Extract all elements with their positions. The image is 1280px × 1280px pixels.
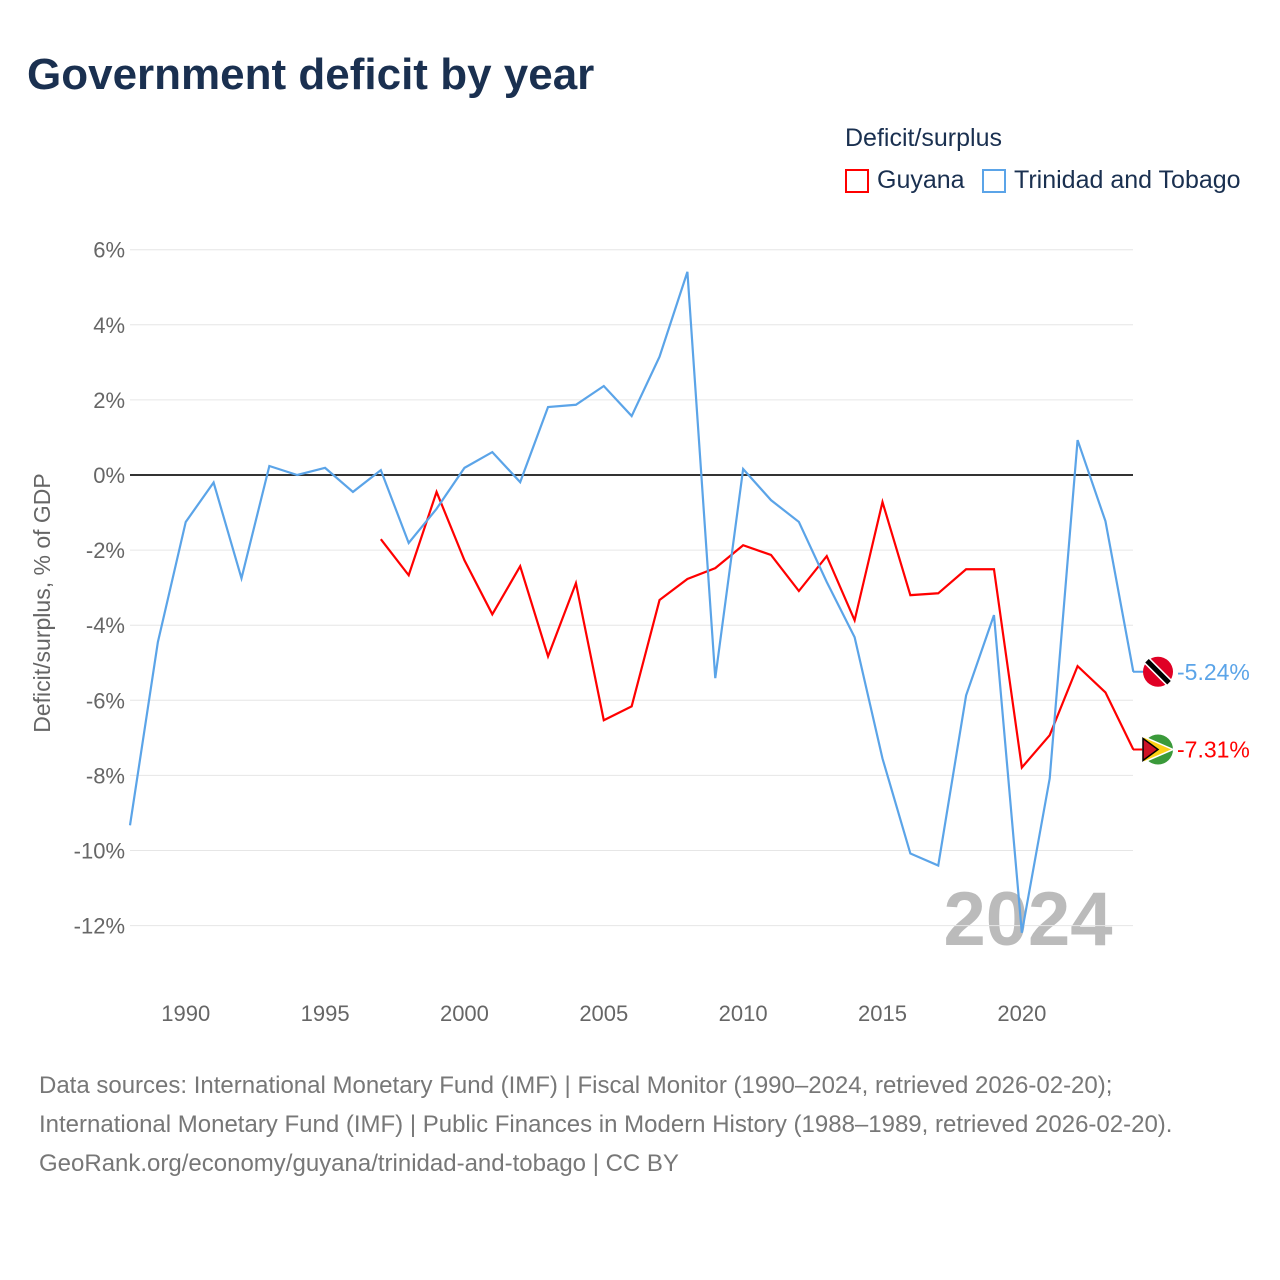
x-tick-label: 2000 bbox=[440, 1001, 489, 1026]
y-tick-label: 2% bbox=[93, 388, 125, 413]
x-tick-label: 1990 bbox=[161, 1001, 210, 1026]
y-tick-label: 4% bbox=[93, 313, 125, 338]
y-tick-label: 0% bbox=[93, 463, 125, 488]
end-value-label: -7.31% bbox=[1177, 736, 1250, 762]
chart-title: Government deficit by year bbox=[27, 50, 595, 99]
data-sources: Data sources: International Monetary Fun… bbox=[39, 1072, 1173, 1138]
x-tick-label: 2015 bbox=[858, 1001, 907, 1026]
series-line-trinidad bbox=[128, 271, 1135, 933]
y-tick-label: -2% bbox=[86, 538, 125, 563]
y-tick-label: -10% bbox=[74, 839, 125, 864]
chart-svg: 2024 Deficit/surplus, % of GDP 6% 4% 2% 0% -… bbox=[29, 238, 1250, 1026]
y-tick-label: -4% bbox=[86, 613, 125, 638]
legend-item-trinidad[interactable]: Trinidad and Tobago bbox=[982, 166, 1241, 195]
footer: Data sources: International Monetary Fun… bbox=[39, 1066, 1239, 1183]
legend-label: Trinidad and Tobago bbox=[1014, 166, 1241, 194]
year-watermark: 2024 bbox=[943, 877, 1112, 962]
x-tick-label: 2020 bbox=[997, 1001, 1046, 1026]
x-tick-label: 2005 bbox=[579, 1001, 628, 1026]
legend-item-guyana[interactable]: Guyana bbox=[845, 166, 965, 195]
y-tick-label: -12% bbox=[74, 914, 125, 939]
legend-swatch bbox=[845, 168, 869, 193]
end-value-label: -5.24% bbox=[1177, 659, 1250, 685]
series-line-guyana bbox=[379, 488, 1135, 771]
y-axis-label: Deficit/surplus, % of GDP bbox=[29, 473, 55, 732]
y-tick-label: -8% bbox=[86, 763, 125, 788]
credit: GeoRank.org/economy/guyana/trinidad-and-… bbox=[39, 1150, 679, 1177]
y-tick-label: 6% bbox=[93, 238, 125, 263]
legend-title: Deficit/surplus bbox=[845, 124, 1002, 152]
legend-label: Guyana bbox=[877, 166, 965, 194]
x-tick-label: 2010 bbox=[719, 1001, 768, 1026]
x-tick-label: 1995 bbox=[301, 1001, 350, 1026]
legend-swatch bbox=[982, 168, 1006, 193]
guyana-flag-icon bbox=[1142, 734, 1175, 765]
y-tick-label: -6% bbox=[86, 688, 125, 713]
trinidad-flag-icon bbox=[1143, 656, 1173, 687]
